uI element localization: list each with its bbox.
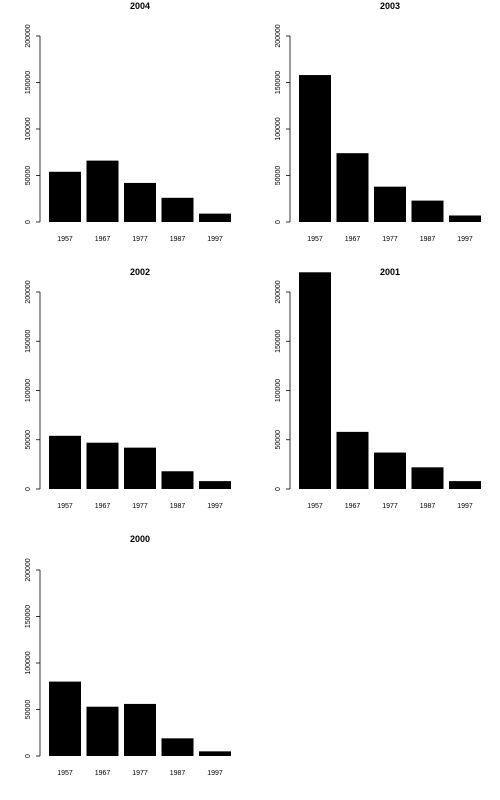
- y-tick-label: 50000: [275, 166, 282, 186]
- chart-title: 2002: [130, 267, 150, 277]
- bar-1977: [124, 182, 156, 222]
- y-tick-label: 100000: [25, 379, 32, 402]
- bar-1997: [449, 481, 481, 489]
- chart-panel-2000: 2000 0 50000 100000 150000 200000 1957 1967 1977…: [25, 534, 231, 777]
- y-tick-label: 200000: [25, 280, 32, 303]
- chart-panel-2003: 2003 0 50000 100000 150000 200000 1957 1967 1977…: [275, 1, 481, 243]
- y-tick-label: 100000: [25, 117, 32, 140]
- y-tick-label: 150000: [25, 605, 32, 628]
- x-tick-label: 1987: [420, 503, 436, 510]
- bar-1997: [449, 215, 481, 222]
- bar-1977: [374, 186, 406, 222]
- bar-1997: [199, 751, 231, 756]
- bar-1977: [124, 703, 156, 756]
- x-tick-label: 1997: [207, 503, 223, 510]
- x-tick-label: 1957: [57, 236, 73, 243]
- x-tick-label: 1977: [132, 503, 148, 510]
- bar-1957: [299, 272, 331, 489]
- bar-1997: [199, 213, 231, 222]
- y-tick-label: 50000: [275, 430, 282, 450]
- x-tick-label: 1957: [57, 503, 73, 510]
- x-tick-label: 1967: [345, 503, 361, 510]
- x-tick-label: 1957: [307, 236, 323, 243]
- bar-1987: [411, 200, 444, 222]
- bar-1987: [411, 467, 444, 489]
- y-tick-label: 0: [25, 487, 32, 491]
- x-tick-label: 1977: [132, 236, 148, 243]
- bar-1967: [336, 153, 369, 222]
- bar-1967: [336, 431, 369, 489]
- y-tick-label: 0: [25, 754, 32, 758]
- x-tick-label: 1967: [95, 236, 111, 243]
- chart-title: 2004: [130, 1, 150, 11]
- bar-1987: [161, 471, 194, 489]
- y-tick-label: 200000: [275, 280, 282, 303]
- x-tick-label: 1977: [132, 770, 148, 777]
- chart-title: 2000: [130, 534, 150, 544]
- y-tick-label: 50000: [25, 700, 32, 720]
- y-tick-label: 200000: [275, 24, 282, 47]
- x-tick-label: 1987: [170, 503, 186, 510]
- y-tick-label: 100000: [275, 379, 282, 402]
- bar-1967: [86, 160, 119, 222]
- x-tick-label: 1977: [382, 503, 398, 510]
- y-tick-label: 150000: [25, 329, 32, 352]
- x-tick-label: 1997: [207, 236, 223, 243]
- bar-1987: [161, 197, 194, 222]
- x-tick-label: 1957: [57, 770, 73, 777]
- x-tick-label: 1987: [170, 770, 186, 777]
- x-tick-label: 1997: [457, 503, 473, 510]
- bar-1957: [49, 171, 81, 222]
- chart-title: 2003: [380, 1, 400, 11]
- chart-title: 2001: [380, 267, 400, 277]
- y-tick-label: 100000: [25, 651, 32, 674]
- y-tick-label: 150000: [275, 71, 282, 94]
- bar-1977: [374, 452, 406, 489]
- y-tick-label: 0: [25, 220, 32, 224]
- bar-1967: [86, 442, 119, 489]
- bar-1997: [199, 481, 231, 489]
- bar-1967: [86, 706, 119, 756]
- y-tick-label: 50000: [25, 166, 32, 186]
- bar-1977: [124, 447, 156, 489]
- x-tick-label: 1987: [170, 236, 186, 243]
- y-tick-label: 100000: [275, 117, 282, 140]
- bar-1957: [49, 435, 81, 489]
- x-tick-label: 1997: [457, 236, 473, 243]
- y-tick-label: 150000: [275, 329, 282, 352]
- x-tick-label: 1967: [95, 503, 111, 510]
- x-tick-label: 1977: [382, 236, 398, 243]
- x-tick-label: 1967: [345, 236, 361, 243]
- chart-panel-2001: 2001 0 50000 100000 150000 200000 1957 1967 1977…: [275, 267, 481, 510]
- y-tick-label: 50000: [25, 430, 32, 450]
- chart-panel-2004: 2004 0 50000 100000 150000 200000 1957 1967 1977…: [25, 1, 231, 243]
- y-tick-label: 200000: [25, 558, 32, 581]
- y-tick-label: 0: [275, 220, 282, 224]
- bar-1957: [49, 681, 81, 756]
- y-tick-label: 150000: [25, 71, 32, 94]
- chart-panel-2002: 2002 0 50000 100000 150000 200000 1957 1967 1977…: [25, 267, 231, 510]
- x-tick-label: 1997: [207, 770, 223, 777]
- bar-1987: [161, 738, 194, 756]
- bar-1957: [299, 75, 331, 222]
- y-tick-label: 200000: [25, 24, 32, 47]
- x-tick-label: 1957: [307, 503, 323, 510]
- x-tick-label: 1987: [420, 236, 436, 243]
- x-tick-label: 1967: [95, 770, 111, 777]
- y-tick-label: 0: [275, 487, 282, 491]
